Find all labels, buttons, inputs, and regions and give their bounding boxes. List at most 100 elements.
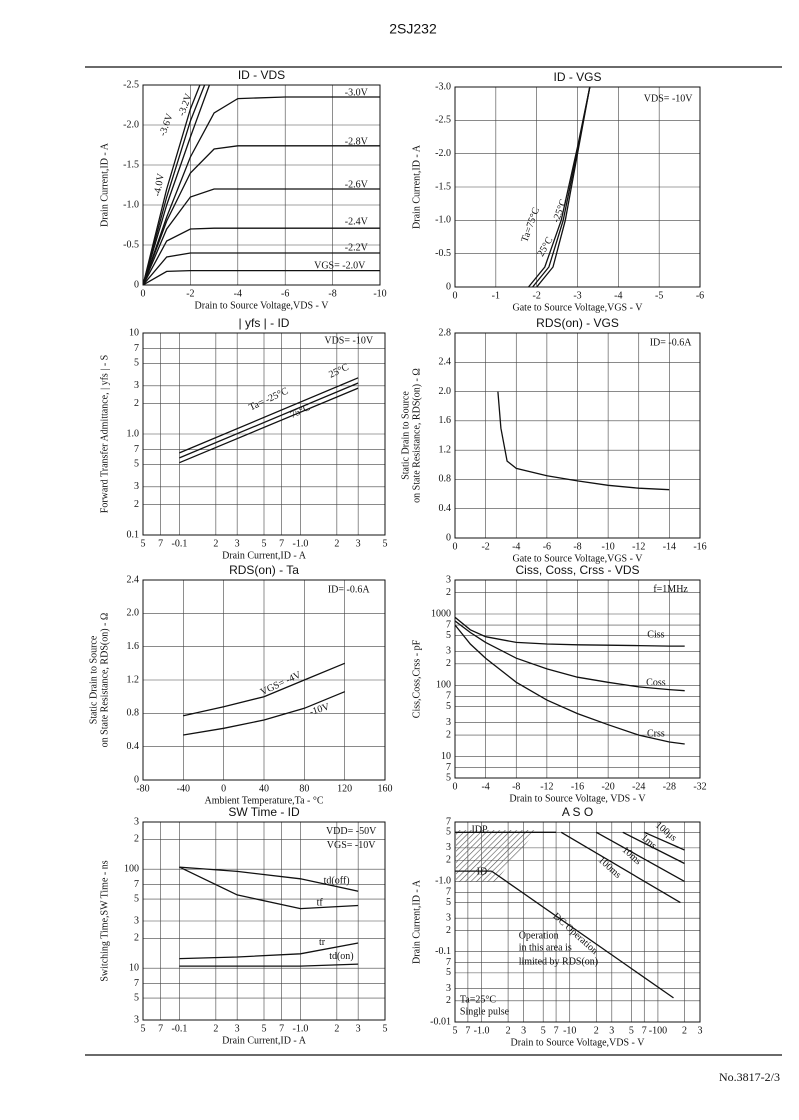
chart: ID - VDS 0 -2 -4 -6 -8 -10 0 -0.5 -1.0 -1.5 -2.0 -2.… [99, 68, 386, 311]
y-tick-label: 2 [446, 995, 451, 1006]
x-tick-label: -2 [481, 541, 489, 552]
x-tick-label: -10 [373, 288, 386, 299]
curve [143, 96, 380, 285]
curve-label: Ta=75°C [519, 206, 542, 244]
y-tick-label: 3 [134, 816, 139, 827]
y-tick-label: 5 [134, 992, 139, 1003]
x-tick-label: 5 [383, 538, 388, 549]
y-tick-label: 0.8 [439, 474, 452, 485]
annotation: ID= -0.6A [650, 338, 693, 349]
chart-title: RDS(on) - Ta [229, 563, 299, 577]
curves [527, 87, 591, 287]
x-tick-label: -8 [573, 541, 581, 552]
curve [622, 831, 685, 865]
x-tick-label: -10 [601, 541, 614, 552]
curve [143, 85, 201, 285]
x-tick-label: 3 [356, 538, 361, 549]
x-tick-label: -14 [663, 541, 676, 552]
x-tick-label: 0 [221, 783, 226, 794]
x-tick-label: 5 [141, 1023, 146, 1034]
x-tick-label: 160 [378, 783, 393, 794]
y-tick-label: 2 [446, 855, 451, 866]
x-tick-label: 5 [453, 1025, 458, 1036]
y-axis-label: Switching Time,SW Time - ns [99, 860, 110, 981]
curve [179, 963, 359, 967]
x-tick-label: -8 [328, 288, 336, 299]
y-tick-label: -0.5 [123, 239, 139, 250]
annotation: VGS= -10V [327, 840, 376, 851]
x-tick-label: 0 [453, 781, 458, 792]
curve [179, 382, 359, 459]
y-tick-label: 2.0 [127, 608, 140, 619]
y-tick-label: 1.6 [439, 415, 452, 426]
page-footer: No.3817-2/3 [719, 1070, 780, 1084]
y-tick-label: 2 [134, 398, 139, 409]
curve-label: Crss [647, 729, 665, 740]
plot-frame [454, 86, 701, 288]
shaded-area [456, 830, 537, 882]
curve-label: -2.2V [345, 242, 369, 253]
x-tick-label: 7 [279, 1023, 284, 1034]
y-tick-label: 2 [446, 729, 451, 740]
annotation: Operation [519, 930, 559, 941]
chart: ID - VGS 0 -1 -2 -3 -4 -5 -6 0 -0.5 -1.0 -1.5 -2.0 -2… [411, 70, 704, 313]
y-tick-label: 3 [446, 912, 451, 923]
y-tick-label: 5 [134, 893, 139, 904]
curve [143, 85, 206, 285]
x-tick-label: 7 [642, 1025, 647, 1036]
chart: RDS(on) - Ta -80 -40 0 40 80 120 160 0 0.4 0.8 1.2 1… [88, 563, 392, 806]
x-tick-label: 3 [609, 1025, 614, 1036]
y-tick-label: 2 [134, 834, 139, 845]
annotation: ID= -0.6A [328, 584, 371, 595]
curve [644, 831, 685, 851]
y-tick-label: -2.5 [123, 79, 139, 90]
x-tick-label: -16 [571, 781, 584, 792]
y-axis-label: Static Drain to Source [400, 391, 411, 480]
y-tick-label: 1000 [431, 608, 451, 619]
x-tick-label: -1.0 [293, 1023, 309, 1034]
x-tick-label: 5 [141, 538, 146, 549]
y-tick-label: 3 [134, 1014, 139, 1025]
y-tick-label: 5 [446, 772, 451, 783]
x-tick-label: -4 [614, 290, 622, 301]
x-tick-label: 7 [279, 538, 284, 549]
y-tick-label: 2 [446, 658, 451, 669]
x-tick-label: 2 [334, 1023, 339, 1034]
y-tick-label: 5 [134, 358, 139, 369]
curve-label: ID [477, 866, 488, 877]
x-axis-label: Ambient Temperature,Ta - °C [204, 795, 323, 806]
x-tick-label: -2 [532, 290, 540, 301]
curve-label: -2.6V [345, 179, 369, 190]
x-tick-label: -2 [186, 288, 194, 299]
x-axis-label: Drain to Source Voltage,VDS - V [511, 1037, 646, 1048]
curve-label: Coss [646, 677, 666, 688]
y-tick-label: 0 [446, 281, 451, 292]
x-tick-label: -40 [177, 783, 190, 794]
curve-label: -3.0V [345, 87, 369, 98]
annotation: Ta=25°C [460, 994, 496, 1005]
chart-title: | yfs | - ID [239, 316, 290, 330]
curve [532, 87, 591, 287]
x-tick-label: 5 [541, 1025, 546, 1036]
curve-label: td(on) [329, 951, 353, 962]
x-tick-label: -0.1 [172, 538, 188, 549]
curve-label: 25°C [327, 362, 351, 381]
x-tick-label: 0 [141, 288, 146, 299]
y-tick-label: -0.01 [430, 1016, 451, 1027]
curve-label: -10V [308, 701, 332, 718]
y-tick-label: 7 [446, 816, 451, 827]
curve [455, 624, 685, 745]
x-tick-label: -10 [563, 1025, 576, 1036]
x-tick-label: 5 [262, 1023, 267, 1034]
x-tick-label: 3 [235, 1023, 240, 1034]
x-tick-label: 2 [594, 1025, 599, 1036]
page-header: 2SJ232 [389, 21, 437, 37]
x-tick-label: -0.1 [172, 1023, 188, 1034]
plot-frame [142, 84, 381, 286]
x-tick-label: -6 [543, 541, 551, 552]
y-tick-label: 3 [446, 983, 451, 994]
y-tick-label: 2.4 [439, 357, 452, 368]
x-tick-label: 7 [158, 1023, 163, 1034]
chart: Ciss, Coss, Crss - VDS 0 -4 -8 -12 -16 -20 -24 -… [411, 563, 706, 804]
y-tick-label: 5 [446, 630, 451, 641]
